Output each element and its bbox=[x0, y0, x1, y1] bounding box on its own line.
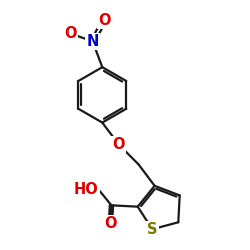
Text: HO: HO bbox=[74, 182, 98, 197]
Text: O: O bbox=[98, 13, 110, 28]
Text: O: O bbox=[64, 26, 76, 41]
Text: O: O bbox=[104, 216, 117, 231]
Text: S: S bbox=[147, 222, 158, 237]
Text: O: O bbox=[113, 137, 125, 152]
Text: N: N bbox=[86, 34, 99, 49]
